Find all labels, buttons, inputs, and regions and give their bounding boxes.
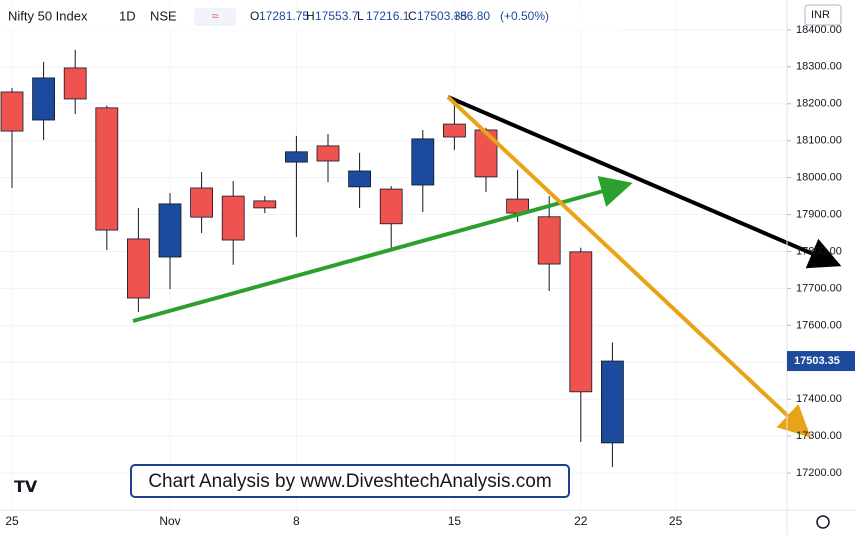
y-tick-label: 18000.00 [796, 172, 842, 184]
ohlc-value: 17281.75 [259, 9, 309, 23]
trend-arrow [132, 175, 633, 323]
candle-body [95, 107, 119, 231]
x-tick-label: 22 [574, 514, 588, 528]
interval: 1D [119, 8, 136, 23]
candle-body [316, 145, 340, 162]
candle-body [569, 251, 593, 393]
currency-dropdown[interactable] [804, 4, 842, 26]
candle-body [379, 188, 403, 225]
ohlc-value: 17553.7 [315, 9, 359, 23]
candle-body [0, 91, 24, 132]
candle-body [537, 216, 561, 265]
trend-arrow [446, 95, 811, 438]
candle-body [253, 200, 277, 209]
logo: 𝗧𝗩 [14, 479, 38, 496]
ohlc-label: O [250, 9, 259, 23]
candle-body [158, 203, 182, 258]
candle-body [284, 151, 308, 163]
y-tick-label: 17700.00 [796, 282, 842, 294]
ohlc-label: L [357, 9, 364, 23]
y-tick-label: 18400.00 [796, 24, 842, 36]
candle-body [221, 195, 245, 241]
y-tick-label: 17300.00 [796, 430, 842, 442]
y-tick-label: 17600.00 [796, 319, 842, 331]
watermark-box [130, 464, 570, 498]
ohlc-label: C [408, 9, 417, 23]
y-tick-label: 17200.00 [796, 467, 842, 479]
change-pct: (+0.50%) [500, 9, 549, 23]
last-price: 17503.35 [794, 355, 840, 367]
header-bg [0, 4, 620, 30]
x-tick-label: Nov [159, 514, 180, 528]
x-tick-label: 8 [293, 514, 300, 528]
y-tick-label: 17900.00 [796, 208, 842, 220]
candle-body [411, 138, 435, 186]
x-tick-label: 25 [669, 514, 683, 528]
ohlc-label: H [306, 9, 315, 23]
indicator-toggle[interactable] [194, 8, 236, 26]
y-tick-label: 17400.00 [796, 393, 842, 405]
svg-text:≈: ≈ [212, 9, 219, 23]
symbol: Nifty 50 Index [8, 8, 88, 23]
last-price-box [787, 351, 855, 372]
candle-body [63, 67, 87, 100]
candle-body [442, 123, 466, 138]
ohlc-value: 17503.35 [417, 9, 467, 23]
exchange: NSE [150, 8, 177, 23]
y-tick-label: 18100.00 [796, 135, 842, 147]
trend-arrow [447, 95, 842, 269]
y-tick-label: 17800.00 [796, 245, 842, 257]
watermark: Chart Analysis by www.DiveshtechAnalysis… [148, 471, 551, 492]
x-tick-label: 25 [5, 514, 19, 528]
currency: INR [811, 9, 830, 21]
candle-body [601, 360, 624, 444]
y-tick-label: 18300.00 [796, 61, 842, 73]
candle-body [32, 77, 55, 121]
ohlc-value: 17216.1 [366, 9, 410, 23]
change: +86.80 [453, 9, 490, 23]
y-tick-label: 18200.00 [796, 98, 842, 110]
candle-body [127, 238, 150, 299]
x-tick-label: 15 [448, 514, 462, 528]
settings[interactable] [816, 515, 830, 529]
candle-body [348, 170, 372, 188]
candle-body [190, 187, 214, 218]
candle-body [474, 129, 498, 178]
